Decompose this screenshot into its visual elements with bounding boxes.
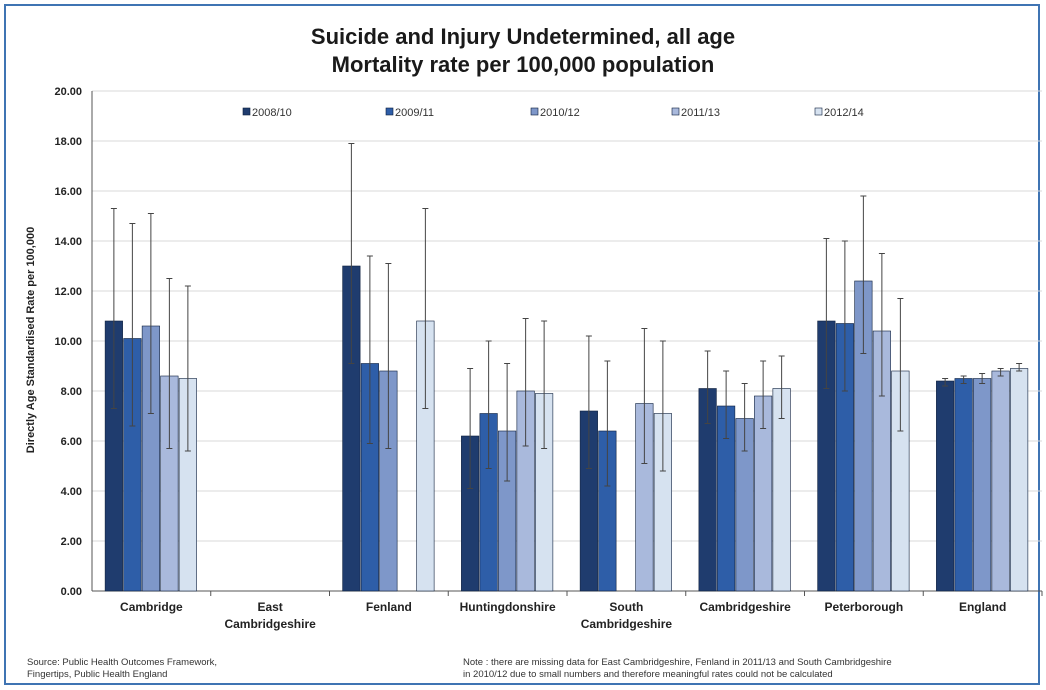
bar bbox=[954, 378, 973, 592]
y-tick-label: 4.00 bbox=[61, 486, 82, 498]
x-category-label: Peterborough bbox=[825, 600, 904, 614]
x-category-label: Fenland bbox=[366, 600, 412, 614]
y-tick-label: 20.00 bbox=[54, 86, 82, 98]
bar bbox=[973, 378, 992, 592]
legend-label: 2008/10 bbox=[252, 107, 292, 119]
legend-swatch bbox=[814, 107, 823, 116]
source-line-2: Fingertips, Public Health England bbox=[27, 669, 168, 680]
bar bbox=[936, 380, 955, 592]
chart-subtitle: Mortality rate per 100,000 population bbox=[331, 52, 715, 77]
legend-swatch bbox=[385, 107, 394, 116]
note-line-1: Note : there are missing data for East C… bbox=[463, 657, 892, 668]
x-category-label: Cambridgeshire bbox=[699, 600, 791, 614]
legend-label: 2012/14 bbox=[824, 107, 864, 119]
legend-label: 2010/12 bbox=[540, 107, 580, 119]
x-category-label: Cambridgeshire bbox=[224, 617, 316, 631]
y-tick-label: 6.00 bbox=[61, 436, 82, 448]
x-category-label: South bbox=[609, 600, 643, 614]
note-line-2: in 2010/12 due to small numbers and ther… bbox=[463, 669, 833, 680]
bar bbox=[991, 370, 1010, 592]
y-tick-label: 18.00 bbox=[54, 136, 82, 148]
legend-label: 2009/11 bbox=[395, 107, 434, 119]
y-tick-label: 12.00 bbox=[54, 286, 82, 298]
y-tick-label: 8.00 bbox=[61, 386, 82, 398]
x-category-label: Cambridge bbox=[120, 600, 183, 614]
legend-swatch bbox=[671, 107, 680, 116]
source-note: Source: Public Health Outcomes Framework… bbox=[27, 657, 327, 681]
legend-label: 2011/13 bbox=[681, 107, 720, 119]
x-category-label: England bbox=[959, 600, 1006, 614]
bar bbox=[1010, 368, 1029, 592]
x-category-label: Huntingdonshire bbox=[460, 600, 556, 614]
legend-swatch bbox=[530, 107, 539, 116]
y-tick-label: 10.00 bbox=[54, 336, 82, 348]
y-tick-label: 16.00 bbox=[54, 186, 82, 198]
y-tick-label: 0.00 bbox=[61, 586, 82, 598]
y-tick-label: 14.00 bbox=[54, 236, 82, 248]
legend-swatch bbox=[242, 107, 251, 116]
missing-data-note: Note : there are missing data for East C… bbox=[463, 657, 1041, 681]
x-category-label: East bbox=[257, 600, 282, 614]
y-tick-label: 2.00 bbox=[61, 536, 82, 548]
chart-title: Suicide and Injury Undetermined, all age bbox=[310, 24, 736, 49]
source-line-1: Source: Public Health Outcomes Framework… bbox=[27, 657, 218, 668]
x-category-label: Cambridgeshire bbox=[581, 617, 673, 631]
